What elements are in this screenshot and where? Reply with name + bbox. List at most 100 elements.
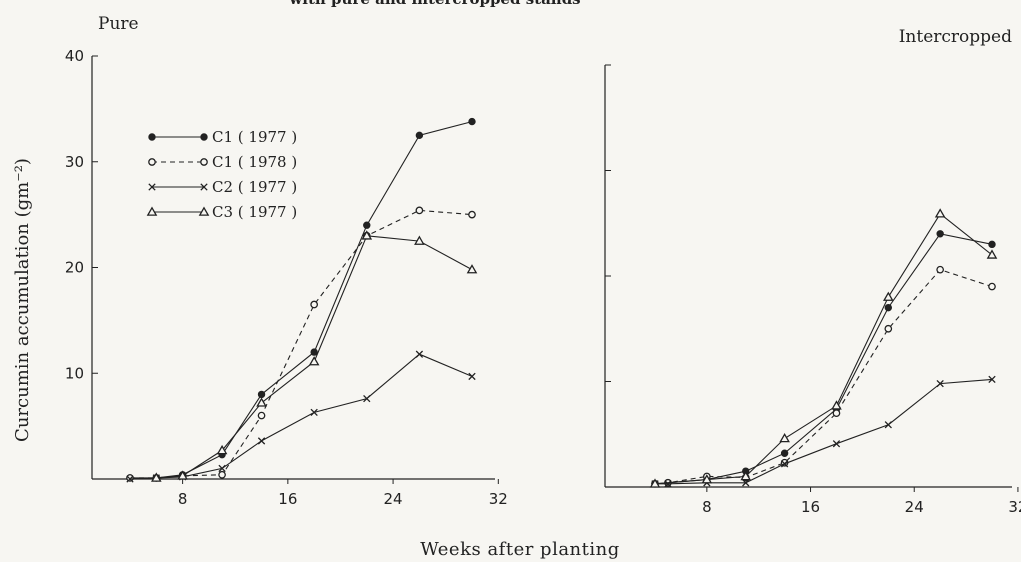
pure-panel-title: Pure bbox=[98, 14, 139, 34]
pure-series-c1-1978 bbox=[126, 206, 476, 482]
intercropped-point-c1-1977 bbox=[936, 230, 944, 238]
intercropped-point-c1-1977 bbox=[884, 303, 893, 312]
intercropped-panel: 8 16 24 32 bbox=[604, 64, 1021, 516]
pure-point-c2-1977 bbox=[468, 372, 476, 381]
pure-series-c1-1977 bbox=[126, 117, 476, 482]
intercropped-series-c1-1978 bbox=[651, 265, 996, 488]
legend-marker bbox=[198, 206, 210, 216]
pure-point-c3-1977 bbox=[414, 235, 425, 245]
pure-point-c1-1977 bbox=[468, 117, 476, 126]
intercropped-point-c3-1977 bbox=[649, 478, 661, 488]
legend-marker bbox=[200, 133, 208, 141]
pure-panel: 8 16 24 32 10 20 30 40 bbox=[65, 47, 508, 508]
pure-x-tick-label: 32 bbox=[489, 490, 508, 508]
intercropped-line-c3-1977 bbox=[654, 212, 993, 485]
pure-point-c2-1977 bbox=[126, 475, 134, 483]
legend-label: C2 ( 1977 ) bbox=[212, 178, 297, 196]
intercropped-point-c3-1977 bbox=[831, 400, 842, 410]
intercropped-point-c2-1977 bbox=[884, 421, 892, 429]
pure-point-c1-1977 bbox=[310, 348, 318, 356]
legend-label: C1 ( 1978 ) bbox=[212, 153, 297, 171]
intercropped-point-c3-1977 bbox=[740, 470, 752, 481]
intercropped-point-c1-1978 bbox=[988, 282, 996, 291]
pure-line-c2-1977 bbox=[129, 353, 473, 480]
pure-point-c1-1978 bbox=[218, 470, 226, 479]
legend-marker bbox=[148, 183, 156, 191]
legend-marker bbox=[148, 133, 156, 141]
intercropped-series-c2-1977 bbox=[651, 375, 996, 488]
pure-point-c1-1978 bbox=[126, 474, 134, 482]
intercropped-point-c1-1978 bbox=[936, 265, 945, 274]
intercropped-point-c2-1977 bbox=[936, 379, 944, 388]
pure-point-c1-1977 bbox=[363, 221, 371, 229]
intercropped-point-c1-1978 bbox=[832, 409, 841, 417]
intercropped-point-c1-1978 bbox=[884, 324, 893, 333]
intercropped-point-c3-1977 bbox=[934, 208, 946, 218]
pure-point-c3-1977 bbox=[150, 472, 162, 482]
pure-y-tick-label: 10 bbox=[65, 364, 84, 382]
pure-point-c1-1978 bbox=[415, 206, 424, 215]
intercropped-line-c1-1978 bbox=[654, 269, 993, 485]
pure-x-tick-label: 24 bbox=[384, 490, 403, 508]
legend-item-c1-1978: C1 ( 1978 ) bbox=[148, 153, 297, 171]
pure-point-c3-1977 bbox=[216, 444, 228, 455]
legend-label: C1 ( 1977 ) bbox=[212, 128, 297, 146]
intercropped-point-c2-1977 bbox=[988, 375, 996, 384]
legend-item-c3-1977: C3 ( 1977 ) bbox=[146, 203, 297, 221]
intercropped-panel-title: Intercropped bbox=[899, 27, 1012, 47]
pure-series-c3-1977 bbox=[150, 230, 478, 482]
pure-point-c2-1977 bbox=[415, 350, 424, 358]
pure-point-c2-1977 bbox=[363, 394, 371, 403]
intercropped-point-c1-1977 bbox=[988, 240, 996, 249]
legend-marker bbox=[200, 158, 208, 166]
pure-line-c1-1977 bbox=[130, 121, 473, 479]
legend-item-c1-1977: C1 ( 1977 ) bbox=[148, 128, 297, 146]
pure-x-tick-label: 16 bbox=[278, 490, 297, 508]
pure-point-c3-1977 bbox=[177, 470, 188, 480]
pure-point-c3-1977 bbox=[256, 397, 267, 407]
x-axis-label: Weeks after planting bbox=[420, 539, 620, 560]
intercropped-point-c3-1977 bbox=[882, 291, 894, 301]
legend-marker bbox=[200, 183, 208, 191]
intercropped-line-c2-1977 bbox=[655, 378, 993, 485]
intercropped-point-c3-1977 bbox=[701, 474, 713, 484]
y-axis-label: Curcumin accumulation (gm⁻²) bbox=[12, 158, 33, 442]
pure-point-c1-1977 bbox=[415, 131, 424, 140]
legend-marker bbox=[146, 206, 158, 216]
pure-y-tick-label: 30 bbox=[65, 153, 84, 171]
legend-item-c2-1977: C2 ( 1977 ) bbox=[148, 178, 297, 196]
pure-y-tick-label: 20 bbox=[65, 259, 84, 277]
pure-point-c3-1977 bbox=[361, 230, 373, 240]
pure-point-c3-1977 bbox=[308, 356, 320, 366]
pure-point-c2-1977 bbox=[218, 464, 226, 473]
intercropped-x-tick-label: 24 bbox=[905, 498, 924, 516]
pure-y-tick-label: 40 bbox=[65, 47, 84, 65]
legend: C1 ( 1977 ) C1 ( 1978 ) C2 ( 1977 ) C3 ( 19… bbox=[146, 128, 297, 221]
pure-line-c1-1978 bbox=[130, 209, 473, 479]
legend-marker bbox=[148, 158, 156, 166]
intercropped-point-c3-1977 bbox=[986, 249, 998, 259]
pure-point-c1-1978 bbox=[310, 300, 319, 309]
pure-x-tick-label: 8 bbox=[178, 490, 188, 508]
intercropped-point-c2-1977 bbox=[832, 440, 841, 448]
pure-point-c1-1977 bbox=[257, 390, 266, 399]
pure-point-c1-1978 bbox=[468, 210, 476, 219]
intercropped-point-c2-1977 bbox=[664, 480, 672, 488]
intercropped-point-c2-1977 bbox=[780, 460, 789, 468]
pure-series-c2-1977 bbox=[126, 350, 476, 483]
pure-point-c3-1977 bbox=[466, 264, 478, 274]
pure-point-c2-1977 bbox=[257, 437, 266, 445]
pure-point-c2-1977 bbox=[310, 408, 318, 417]
pure-point-c1-1978 bbox=[257, 411, 266, 420]
pure-line-c3-1977 bbox=[156, 235, 473, 479]
intercropped-x-tick-label: 8 bbox=[702, 498, 712, 516]
intercropped-x-tick-label: 32 bbox=[1008, 498, 1021, 516]
intercropped-point-c2-1977 bbox=[742, 479, 750, 487]
intercropped-series-c3-1977 bbox=[649, 208, 998, 488]
intercropped-x-tick-label: 16 bbox=[801, 498, 820, 516]
intercropped-point-c3-1977 bbox=[779, 432, 790, 443]
intercropped-point-c1-1977 bbox=[780, 449, 789, 457]
legend-label: C3 ( 1977 ) bbox=[212, 203, 297, 221]
figure-caption: with pure and intercropped stands bbox=[288, 0, 580, 8]
